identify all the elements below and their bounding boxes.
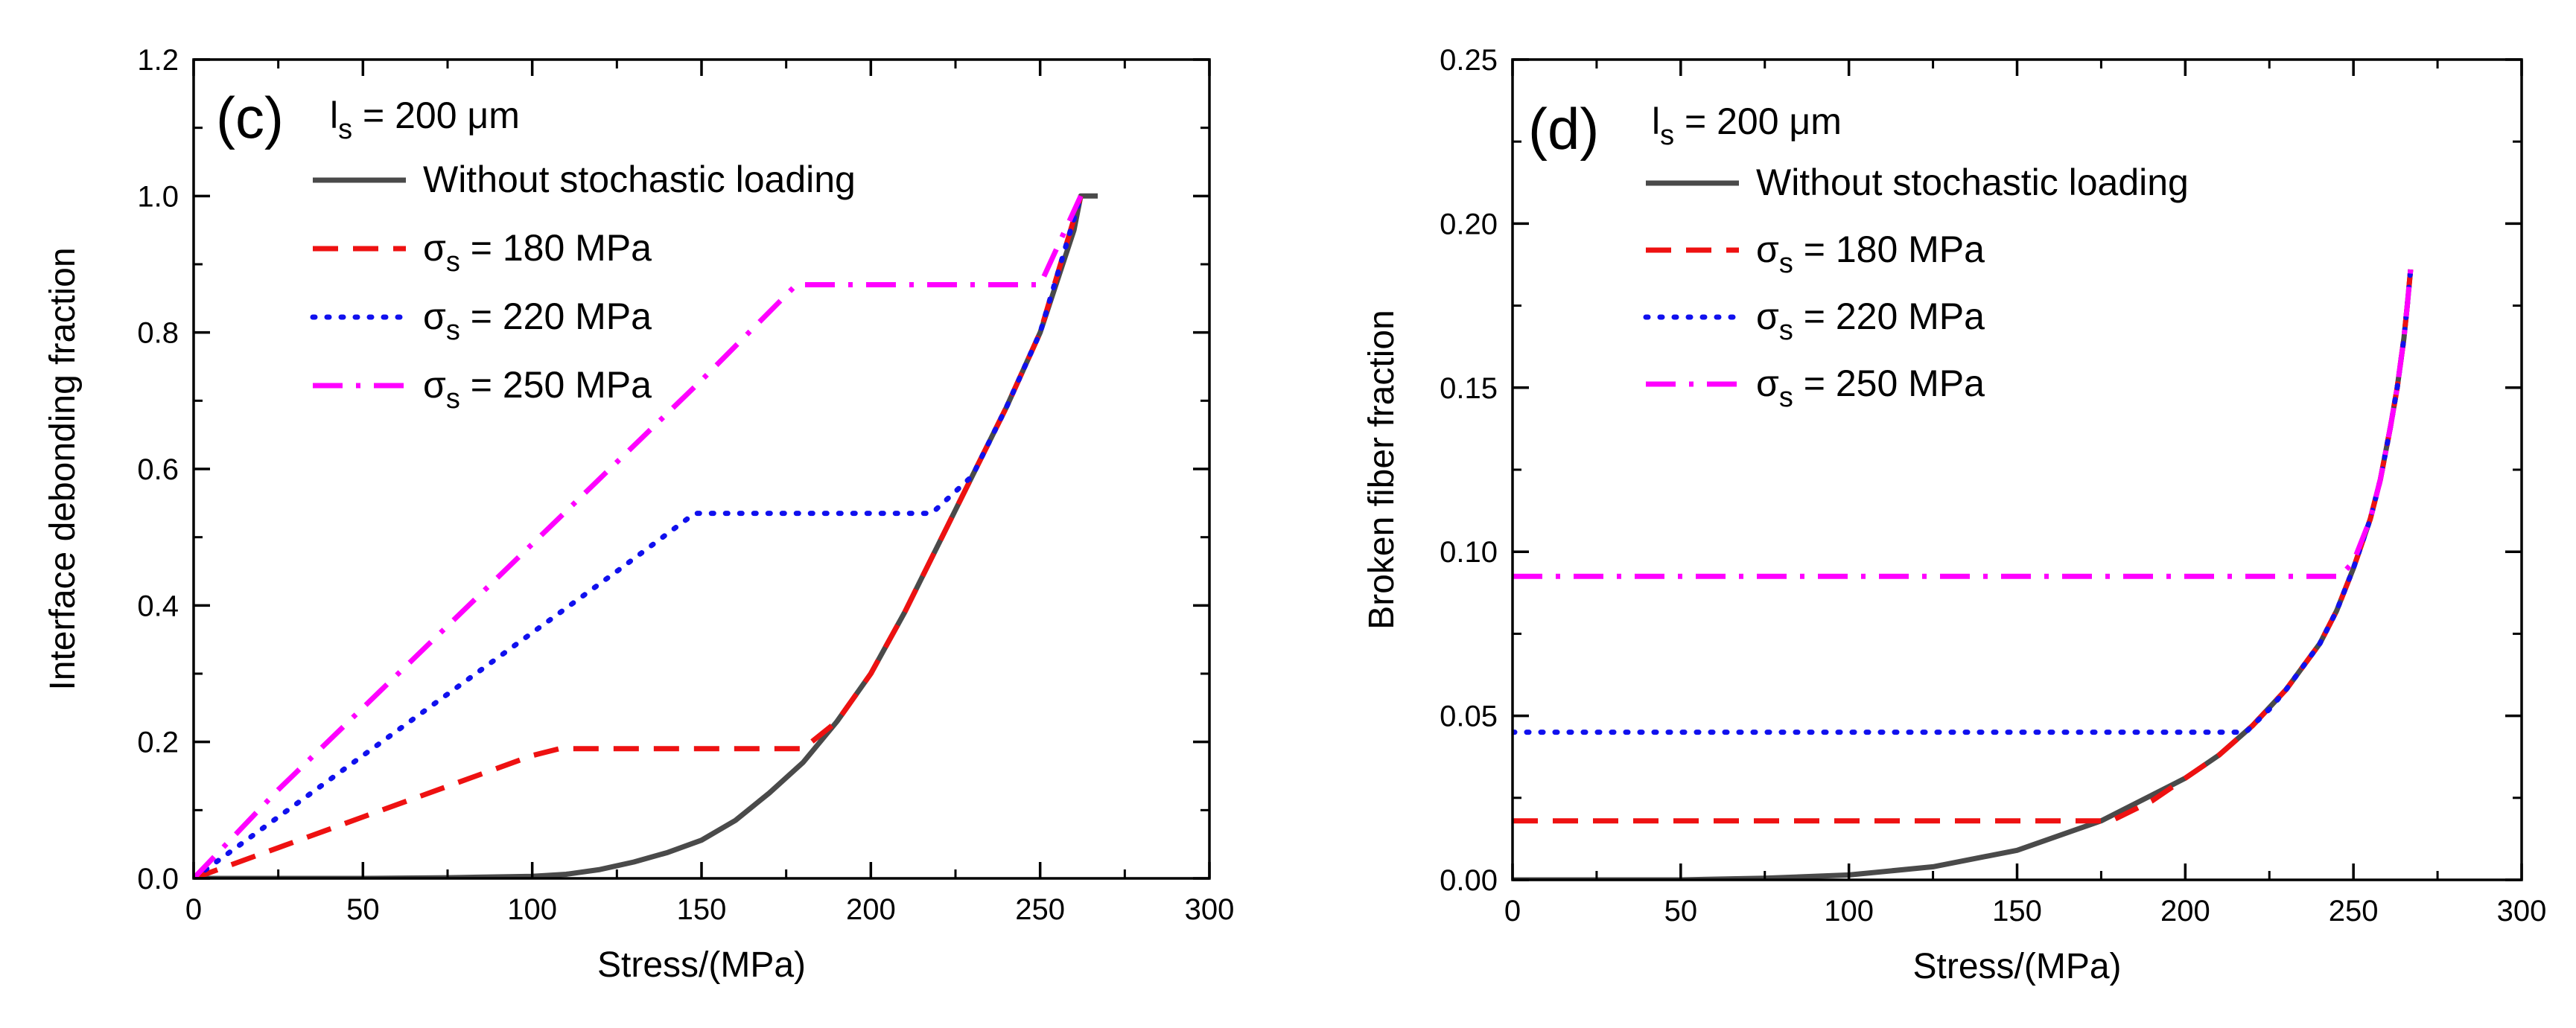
x-tick-label: 100 [507,893,557,926]
legend-label-2: σs = 220 MPa [1756,296,1985,346]
param-subscript: s [338,114,352,145]
legend-text: Without stochastic loading [1756,162,2189,203]
legend-subscript: s [1779,248,1793,279]
x-tick-label: 200 [846,893,896,926]
x-tick-label: 300 [2497,895,2547,928]
legend-label-3: σs = 250 MPa [1756,363,1985,413]
x-tick-label: 50 [1664,895,1698,928]
legend-value: = 250 MPa [460,364,652,406]
panel-c: 0 50 100 150 200 250 300 0.0 0.2 0.4 0.6 0.8 1.0 1.2 S… [43,44,1234,985]
param-value: = 200 μm [352,95,520,136]
legend-label-2: σs = 220 MPa [423,296,652,346]
param-value: = 200 μm [1674,100,1842,142]
y-tick-label: 0.15 [1440,372,1498,405]
panel-label: (d) [1528,96,1599,162]
x-tick-label: 150 [1992,895,2042,928]
legend-symbol: σ [423,296,446,337]
y-tick-label: 1.0 [137,180,179,213]
y-tick-label: 1.2 [137,44,179,77]
legend-symbol: σ [1756,363,1779,404]
x-tick-label: 0 [185,893,202,926]
y-tick-label: 0.10 [1440,536,1498,569]
y-tick-label: 0.4 [137,590,179,622]
legend-subscript: s [446,315,460,346]
y-tick-label: 0.05 [1440,700,1498,733]
y-tick-label: 0.8 [137,317,179,350]
param-symbol: l [330,95,338,136]
x-tick-label: 250 [2329,895,2379,928]
series-line-1 [1513,269,2414,824]
x-tick-label: 250 [1015,893,1065,926]
y-axis-title: Broken fiber fraction [1362,310,1402,630]
series-line-3 [1513,269,2414,579]
y-tick-label: 0.25 [1440,44,1498,77]
x-axis-title: Stress/(MPa) [597,945,806,985]
param-subscript: s [1660,120,1674,151]
legend-value: = 180 MPa [460,227,652,269]
legend-text: Without stochastic loading [423,159,856,200]
legend-symbol: σ [1756,229,1779,270]
series-line-2 [194,193,1084,878]
panel-label: (c) [216,85,284,150]
y-tick-label: 0.2 [137,727,179,759]
y-axis-title: Interface debonding fraction [43,247,83,690]
param-annotation: ls = 200 μm [1652,100,1842,151]
series-line-2 [1513,266,2414,735]
x-tick-label: 200 [2160,895,2210,928]
x-tick-label: 100 [1824,895,1874,928]
legend-symbol: σ [1756,296,1779,337]
x-tick-label: 0 [1504,895,1521,928]
param-symbol: l [1652,100,1660,142]
x-tick-label: 150 [677,893,727,926]
panel-d: 0 50 100 150 200 250 300 0.00 0.05 0.10 0.15 0.20 0.… [1362,44,2546,986]
legend-subscript: s [1779,382,1793,413]
x-tick-label: 50 [346,893,380,926]
legend-subscript: s [446,383,460,415]
legend-value: = 220 MPa [460,296,652,337]
legend-label-1: σs = 180 MPa [1756,229,1985,279]
param-annotation: ls = 200 μm [330,95,520,145]
legend-value: = 220 MPa [1793,296,1985,337]
legend-label-0: Without stochastic loading [423,159,856,200]
legend-label-3: σs = 250 MPa [423,364,652,415]
legend-subscript: s [1779,315,1793,346]
legend-subscript: s [446,246,460,278]
x-tick-label: 300 [1185,893,1235,926]
y-tick-label: 0.6 [137,453,179,486]
legend-symbol: σ [423,364,446,406]
series-line-1 [194,195,1084,878]
y-tick-label: 0.00 [1440,864,1498,897]
y-tick-label: 0.20 [1440,208,1498,240]
y-tick-label: 0.0 [137,863,179,895]
legend-label-0: Without stochastic loading [1756,162,2189,203]
legend-symbol: σ [423,227,446,269]
legend-value: = 250 MPa [1793,363,1985,404]
legend-value: = 180 MPa [1793,229,1985,270]
x-axis-title: Stress/(MPa) [1912,947,2121,986]
legend-label-1: σs = 180 MPa [423,227,652,278]
